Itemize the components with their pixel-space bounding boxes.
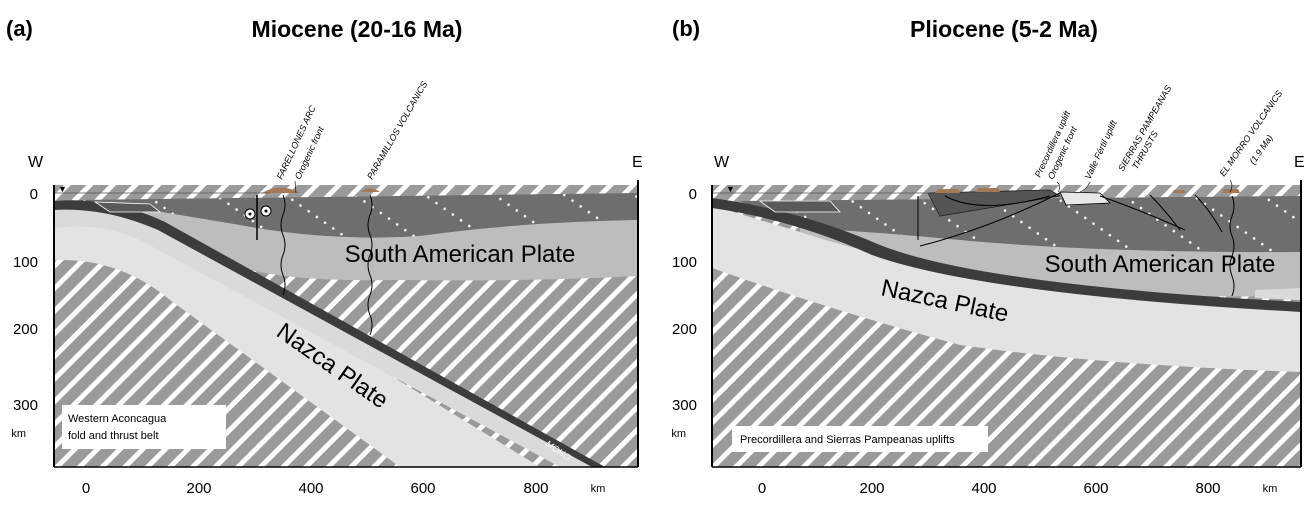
sea-level-marker-b: ▼ — [726, 184, 735, 194]
panel-a: (a) Miocene (20-16 Ma) — [6, 16, 643, 497]
dist-tick-a-600: 600 — [410, 480, 435, 497]
valle-fertil-block-b — [1059, 191, 1111, 206]
slab-top-a — [54, 200, 605, 467]
west-label-b: W — [714, 154, 730, 171]
conduit-a2 — [367, 194, 373, 336]
el-morro-volcanics-b — [1222, 189, 1240, 193]
precordillera-thrusts-b — [927, 189, 1062, 217]
volcanics-b2 — [975, 188, 1000, 192]
depth-tick-b-200: 200 — [672, 321, 697, 338]
fault-b4 — [1099, 195, 1186, 231]
east-label-b: E — [1294, 154, 1305, 171]
paramillos-volcanics-a — [360, 188, 380, 192]
strike-slip-dot-a2 — [264, 209, 268, 213]
dist-unit-a: km — [591, 483, 606, 495]
box-a-line2: fold and thrust belt — [68, 430, 159, 442]
conduit-b — [1229, 195, 1235, 297]
depth-unit-b: km — [671, 428, 686, 440]
annotation-valle-fertil-uplift: Valle Fértil uplift — [1083, 118, 1119, 180]
east-label-a: E — [632, 154, 643, 171]
box-b-text: Precordillera and Sierras Pampeanas upli… — [740, 434, 955, 446]
upper-plate-label-b: South American Plate — [1045, 251, 1276, 278]
strike-slip-dot-a1 — [248, 212, 252, 216]
dist-tick-a-800: 800 — [523, 480, 548, 497]
dist-tick-b-800: 800 — [1195, 480, 1220, 497]
upper-plate-label-a: South American Plate — [345, 241, 576, 268]
fault-b2 — [944, 195, 1051, 206]
west-label-a: W — [28, 154, 44, 171]
leader-b3 — [1229, 179, 1233, 193]
orogenic-front-leader-a — [294, 180, 297, 194]
fault-b3 — [919, 192, 1061, 247]
dist-tick-b-200: 200 — [859, 480, 884, 497]
fault-b5 — [1149, 194, 1181, 231]
depth-tick-a-200: 200 — [13, 321, 38, 338]
leader-b1 — [1056, 181, 1061, 193]
depth-tick-a-300: 300 — [13, 397, 38, 414]
panel-b-letter: (b) — [672, 16, 700, 41]
slab-crust-a — [54, 208, 540, 467]
upper-crust-b — [740, 196, 1301, 253]
label-box-b — [732, 426, 988, 452]
panel-b: (b) Pliocene (5-2 Ma) — [671, 16, 1304, 497]
upper-crust-a — [80, 193, 638, 238]
leader-b2 — [1079, 181, 1091, 193]
slab-upper-a — [54, 204, 600, 467]
dist-tick-b-0: 0 — [758, 480, 766, 497]
farellones-volcanics-a — [262, 187, 300, 193]
depth-tick-a-0: 0 — [30, 186, 38, 203]
dist-tick-a-200: 200 — [186, 480, 211, 497]
depth-tick-b-0: 0 — [689, 186, 697, 203]
depth-tick-b-300: 300 — [672, 397, 697, 414]
slab-crust-b — [712, 205, 1301, 372]
dist-unit-b: km — [1263, 483, 1278, 495]
panel-b-title: Pliocene (5-2 Ma) — [910, 16, 1098, 42]
sea-level-marker-a: ▼ — [58, 184, 67, 194]
panel-a-title: Miocene (20-16 Ma) — [252, 16, 463, 42]
depth-unit-a: km — [11, 428, 26, 440]
depth-tick-a-100: 100 — [13, 254, 38, 271]
dist-tick-b-600: 600 — [1083, 480, 1108, 497]
panel-a-letter: (a) — [6, 16, 33, 41]
annotation-el-morro-volcanics: EL MORRO VOLCANICS — [1217, 89, 1284, 179]
box-a-line1: Western Aconcagua — [68, 413, 167, 425]
label-box-a — [62, 405, 226, 449]
dist-tick-a-0: 0 — [82, 480, 90, 497]
dist-tick-b-400: 400 — [971, 480, 996, 497]
fold-thrust-belt-b — [758, 200, 841, 213]
dist-tick-a-400: 400 — [298, 480, 323, 497]
fault-b6 — [1194, 194, 1223, 233]
depth-tick-b-100: 100 — [672, 254, 697, 271]
volcanics-b1 — [935, 189, 960, 193]
mantle-patch-b — [1255, 288, 1301, 300]
conduit-a1 — [280, 194, 286, 296]
fold-thrust-belt-a — [93, 201, 162, 213]
panel-b-section: South American Plate Nazca Plate — [712, 185, 1301, 467]
volcanics-b3 — [1172, 190, 1186, 193]
annotation-paramillos-volcanics: PARAMILLOS VOLCANICS — [365, 80, 429, 181]
